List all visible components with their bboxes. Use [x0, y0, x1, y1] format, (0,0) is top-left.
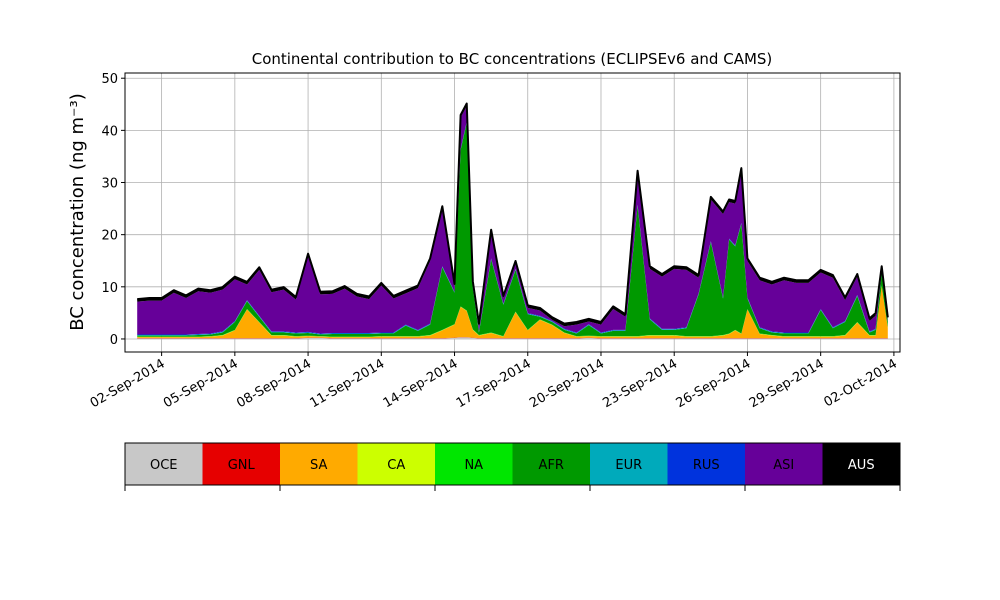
legend-swatch-afr — [512, 443, 590, 485]
x-tick-label: 11-Sep-2014 — [307, 356, 387, 411]
legend-swatch-sa — [280, 443, 358, 485]
x-tick-label: 08-Sep-2014 — [234, 356, 314, 411]
legend-label-na: NA — [464, 458, 483, 473]
colorbar-legend: OCE GNL SA CA NA AFR EUR RUS ASI AUS — [124, 442, 901, 491]
y-tick-label: 30 — [101, 177, 118, 192]
chart-title: Continental contribution to BC concentra… — [252, 50, 773, 68]
legend-label-oce: OCE — [150, 458, 178, 473]
legend-label-aus: AUS — [848, 458, 875, 473]
legend-label-asi: ASI — [773, 458, 794, 473]
y-tick-label: 0 — [110, 333, 118, 348]
x-tick-label: 20-Sep-2014 — [527, 356, 607, 411]
x-tick-label: 17-Sep-2014 — [454, 356, 534, 411]
y-tick-label: 10 — [101, 281, 118, 296]
x-axis: 02-Sep-201405-Sep-201408-Sep-201411-Sep-… — [88, 352, 900, 411]
legend-swatch-na — [435, 443, 513, 485]
legend-label-ca: CA — [387, 458, 405, 473]
y-tick-label: 50 — [101, 72, 118, 87]
legend-label-gnl: GNL — [228, 458, 256, 473]
legend-swatch-ca — [357, 443, 435, 485]
legend-swatch-aus — [822, 443, 900, 485]
area-afr — [137, 122, 888, 337]
legend-label-sa: SA — [310, 458, 327, 473]
legend-label-rus: RUS — [693, 458, 720, 473]
y-tick-label: 20 — [101, 229, 118, 244]
area-asi — [137, 106, 888, 335]
legend-label-afr: AFR — [539, 458, 564, 473]
area-oce — [137, 337, 888, 339]
axes-frame — [124, 72, 901, 353]
x-tick-label: 23-Sep-2014 — [600, 356, 680, 411]
area-sa — [137, 286, 888, 339]
x-tick-label: 14-Sep-2014 — [381, 356, 461, 411]
legend-label-eur: EUR — [615, 458, 642, 473]
stacked-areas — [137, 103, 888, 339]
x-tick-label: 02-Oct-2014 — [822, 356, 900, 410]
y-axis: 0 10 20 30 40 50 — [101, 72, 125, 348]
x-tick-label: 29-Sep-2014 — [747, 356, 827, 411]
legend-swatch-gnl — [202, 443, 280, 485]
x-tick-label: 26-Sep-2014 — [674, 356, 754, 411]
x-tick-label: 05-Sep-2014 — [161, 356, 241, 411]
legend-swatch-asi — [745, 443, 823, 485]
legend-swatch-oce — [125, 443, 203, 485]
legend-swatch-eur — [590, 443, 668, 485]
x-tick-label: 02-Sep-2014 — [88, 356, 168, 411]
y-tick-label: 40 — [101, 124, 118, 139]
total-line — [137, 102, 889, 325]
total-outline — [137, 102, 889, 325]
legend-frame — [124, 442, 901, 486]
legend-swatch-rus — [667, 443, 745, 485]
y-axis-label: BC concentration (ng m⁻³) — [67, 93, 88, 331]
